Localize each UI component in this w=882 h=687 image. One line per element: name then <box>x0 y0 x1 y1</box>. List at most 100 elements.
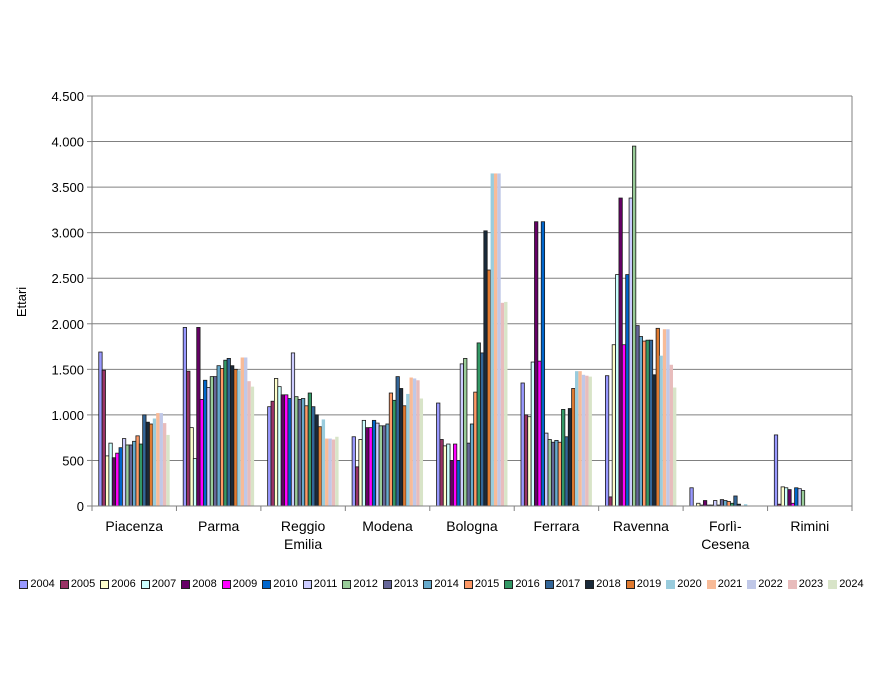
bar-2004-reggio-emilia <box>267 406 272 507</box>
bar-2014-forl-cesena <box>723 500 728 507</box>
bar-2011-ravenna <box>628 197 633 507</box>
bar-2009-piacenza <box>115 452 120 507</box>
bar-2022-bologna <box>497 173 501 506</box>
legend-label: 2024 <box>839 578 864 590</box>
bar-2024-reggio-emilia <box>335 436 339 506</box>
bar-2010-bologna <box>456 460 461 507</box>
legend-item: 2016 <box>504 578 540 590</box>
bar-2023-modena <box>416 380 420 506</box>
legend-label: 2004 <box>30 578 55 590</box>
x-tick-label: Emilia <box>284 536 322 552</box>
bar-2009-ravenna <box>621 344 627 507</box>
bar-2014-ravenna <box>638 336 643 507</box>
bar-2023-bologna <box>500 302 505 506</box>
legend-swatch-icon <box>302 579 312 589</box>
bar-2011-forl-cesena <box>713 500 718 507</box>
legend-item: 2004 <box>19 578 55 590</box>
bar-2023-parma <box>247 381 251 506</box>
bar-2006-bologna <box>442 445 448 507</box>
legend-label: 2019 <box>636 578 662 590</box>
bar-2019-bologna <box>486 269 491 507</box>
legend-swatch-icon <box>666 579 676 589</box>
bar-2015-ferrara <box>557 441 562 507</box>
bar-2005-piacenza <box>101 369 106 507</box>
bar-2021-piacenza <box>156 413 160 506</box>
legend-label: 2013 <box>393 578 419 590</box>
legend-swatch-icon <box>19 579 29 589</box>
legend-swatch-icon <box>706 579 716 589</box>
bar-2023-ferrara <box>585 375 589 506</box>
legend-label: 2023 <box>798 578 824 590</box>
bar-2008-bologna <box>449 460 454 507</box>
bar-2018-ferrara <box>567 408 573 507</box>
bar-2022-ferrara <box>581 374 586 506</box>
bar-2016-reggio-emilia <box>307 392 312 507</box>
bar-2024-ferrara <box>588 376 592 506</box>
bar-2016-bologna <box>476 342 481 507</box>
bar-2011-piacenza <box>122 438 127 507</box>
bar-2018-reggio-emilia <box>314 414 319 507</box>
legend-swatch-icon <box>504 579 514 589</box>
bar-2012-parma <box>209 376 215 507</box>
axes <box>91 96 852 507</box>
bar-2008-piacenza <box>111 457 117 507</box>
bar-2007-modena <box>361 419 367 507</box>
bar-2005-reggio-emilia <box>270 400 275 507</box>
bar-2008-rimini <box>787 489 792 507</box>
chart-legend: 2004 2005 2006 2007 2008 2009 2010 2011 2012 2013… <box>0 578 882 590</box>
bar-2010-modena <box>371 419 377 507</box>
bar-2023-piacenza <box>162 423 167 506</box>
y-tick-label: 1.500 <box>51 362 84 377</box>
y-tick-label: 3.000 <box>51 226 84 241</box>
bar-2021-reggio-emilia <box>325 438 329 506</box>
bar-2006-rimini <box>780 486 785 507</box>
bar-2012-reggio-emilia <box>294 396 299 507</box>
bar-2016-modena <box>392 399 397 507</box>
bar-2009-reggio-emilia <box>284 394 289 507</box>
bar-2010-ferrara <box>540 221 546 507</box>
bar-2013-ferrara <box>550 441 556 507</box>
legend-label: 2010 <box>273 578 298 590</box>
bar-2006-ravenna <box>611 344 616 507</box>
bar-2008-parma <box>196 327 201 507</box>
bar-2022-parma <box>244 357 248 506</box>
bar-2019-ferrara <box>571 388 576 507</box>
legend-swatch-icon <box>140 579 150 589</box>
legend-item: 2023 <box>787 578 824 590</box>
bar-2007-rimini <box>784 487 789 507</box>
legend-item: 2010 <box>262 578 298 590</box>
bar-2018-bologna <box>483 230 488 507</box>
legend-label: 2011 <box>313 578 338 590</box>
bar-2012-ferrara <box>547 439 552 507</box>
bar-2022-piacenza <box>159 413 163 506</box>
bar-2005-bologna <box>439 439 444 507</box>
y-tick-label: 1.000 <box>51 408 84 423</box>
bar-2012-bologna <box>463 357 468 507</box>
legend-item: 2014 <box>423 578 459 590</box>
x-tick-label: Modena <box>362 518 413 534</box>
bar-2005-modena <box>355 466 360 507</box>
bar-2004-ravenna <box>605 375 610 507</box>
bar-2022-reggio-emilia <box>328 438 332 506</box>
bar-2014-ferrara <box>554 439 559 507</box>
bar-2013-piacenza <box>128 444 133 507</box>
legend-label: 2008 <box>192 578 217 590</box>
bar-2017-forl-cesena <box>733 495 738 507</box>
legend-item: 2011 <box>302 578 338 590</box>
legend-swatch-icon <box>181 579 191 589</box>
x-tick-label: Piacenza <box>105 518 163 534</box>
bar-2014-parma <box>216 365 221 507</box>
bar-2015-forl-cesena <box>726 501 731 507</box>
bar-2018-modena <box>398 388 404 507</box>
bar-2007-piacenza <box>108 442 113 507</box>
legend-item: 2012 <box>342 578 378 590</box>
bar-2013-forl-cesena <box>719 499 725 507</box>
bar-2004-ferrara <box>520 382 525 507</box>
bar-2017-reggio-emilia <box>311 406 316 507</box>
bar-2014-piacenza <box>132 440 137 507</box>
bar-2023-ravenna <box>669 364 673 506</box>
bar-2021-bologna <box>493 173 498 506</box>
x-tick-label: Bologna <box>446 518 498 534</box>
legend-label: 2012 <box>353 578 378 590</box>
y-tick-label: 2.000 <box>51 317 84 332</box>
